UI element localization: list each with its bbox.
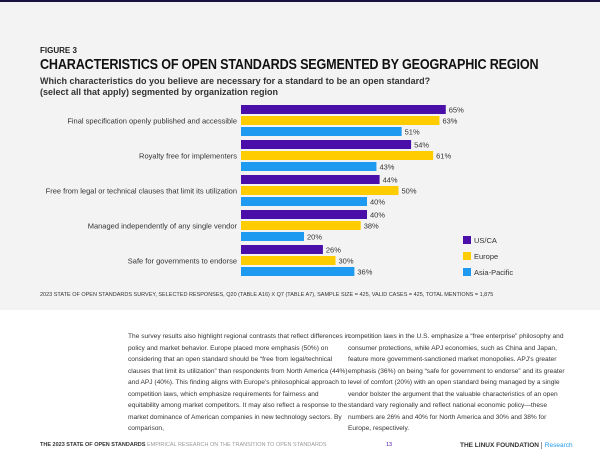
bar [241, 267, 355, 276]
chart-subtitle: Which characteristics do you believe are… [40, 76, 431, 97]
body-text-right: competition laws in the U.S. emphasize a… [348, 333, 565, 432]
bar [241, 186, 399, 195]
category-label: Managed independently of any single vend… [88, 222, 238, 231]
bar [241, 175, 380, 184]
category-label: Free from legal or technical clauses tha… [46, 187, 237, 196]
bar [241, 221, 361, 230]
category-label: Royalty free for implementers [139, 152, 237, 161]
bar-chart: Final specification openly published and… [46, 105, 513, 277]
source-note: 2023 STATE OF OPEN STANDARDS SURVEY, SEL… [40, 292, 494, 298]
data-label: 20% [307, 233, 322, 242]
bar [241, 140, 412, 149]
bar [241, 210, 367, 219]
footer-report: THE 2023 STATE OF OPEN STANDARDS EMPIRIC… [40, 442, 327, 448]
top-band [0, 0, 600, 2]
data-label: 40% [370, 198, 385, 207]
chart-title: CHARACTERISTICS OF OPEN STANDARDS SEGMEN… [40, 56, 539, 73]
data-label: 54% [414, 141, 429, 150]
bar [241, 105, 446, 114]
legend-swatch [463, 268, 471, 276]
legend-swatch [463, 252, 471, 260]
bar [241, 232, 304, 241]
legend-label: Europe [474, 252, 498, 261]
data-label: 30% [339, 257, 354, 266]
linux-foundation-logo: THE LINUX FOUNDATION Research [460, 442, 573, 449]
bar [241, 162, 377, 171]
bar [241, 151, 434, 160]
bar [241, 256, 336, 265]
legend-label: Asia-Pacific [474, 268, 513, 277]
data-label: 65% [449, 106, 464, 115]
bar [241, 127, 402, 136]
logo-text: THE LINUX FOUNDATION [460, 442, 539, 449]
footer-report-title: THE 2023 STATE OF OPEN STANDARDS [40, 442, 146, 448]
page-number: 13 [386, 442, 393, 448]
data-label: 63% [442, 117, 457, 126]
legend-label: US/CA [474, 236, 497, 245]
data-label: 44% [383, 176, 398, 185]
category-label: Safe for governments to endorse [128, 257, 237, 266]
data-label: 36% [357, 268, 372, 277]
bar [241, 245, 323, 254]
data-label: 50% [402, 187, 417, 196]
bar [241, 197, 367, 206]
legend-swatch [463, 236, 471, 244]
bar [241, 116, 440, 125]
data-label: 51% [405, 128, 420, 137]
data-label: 26% [326, 246, 341, 255]
logo-suffix: Research [540, 442, 573, 449]
figure-label: FIGURE 3 [40, 46, 77, 55]
data-label: 40% [370, 211, 385, 220]
footer-report-subtitle: EMPIRICAL RESEARCH ON THE TRANSITION TO … [146, 442, 327, 448]
data-label: 43% [379, 163, 394, 172]
data-label: 38% [364, 222, 379, 231]
category-label: Final specification openly published and… [67, 117, 237, 126]
body-text-left: The survey results also highlight region… [128, 333, 350, 432]
data-label: 61% [436, 152, 451, 161]
